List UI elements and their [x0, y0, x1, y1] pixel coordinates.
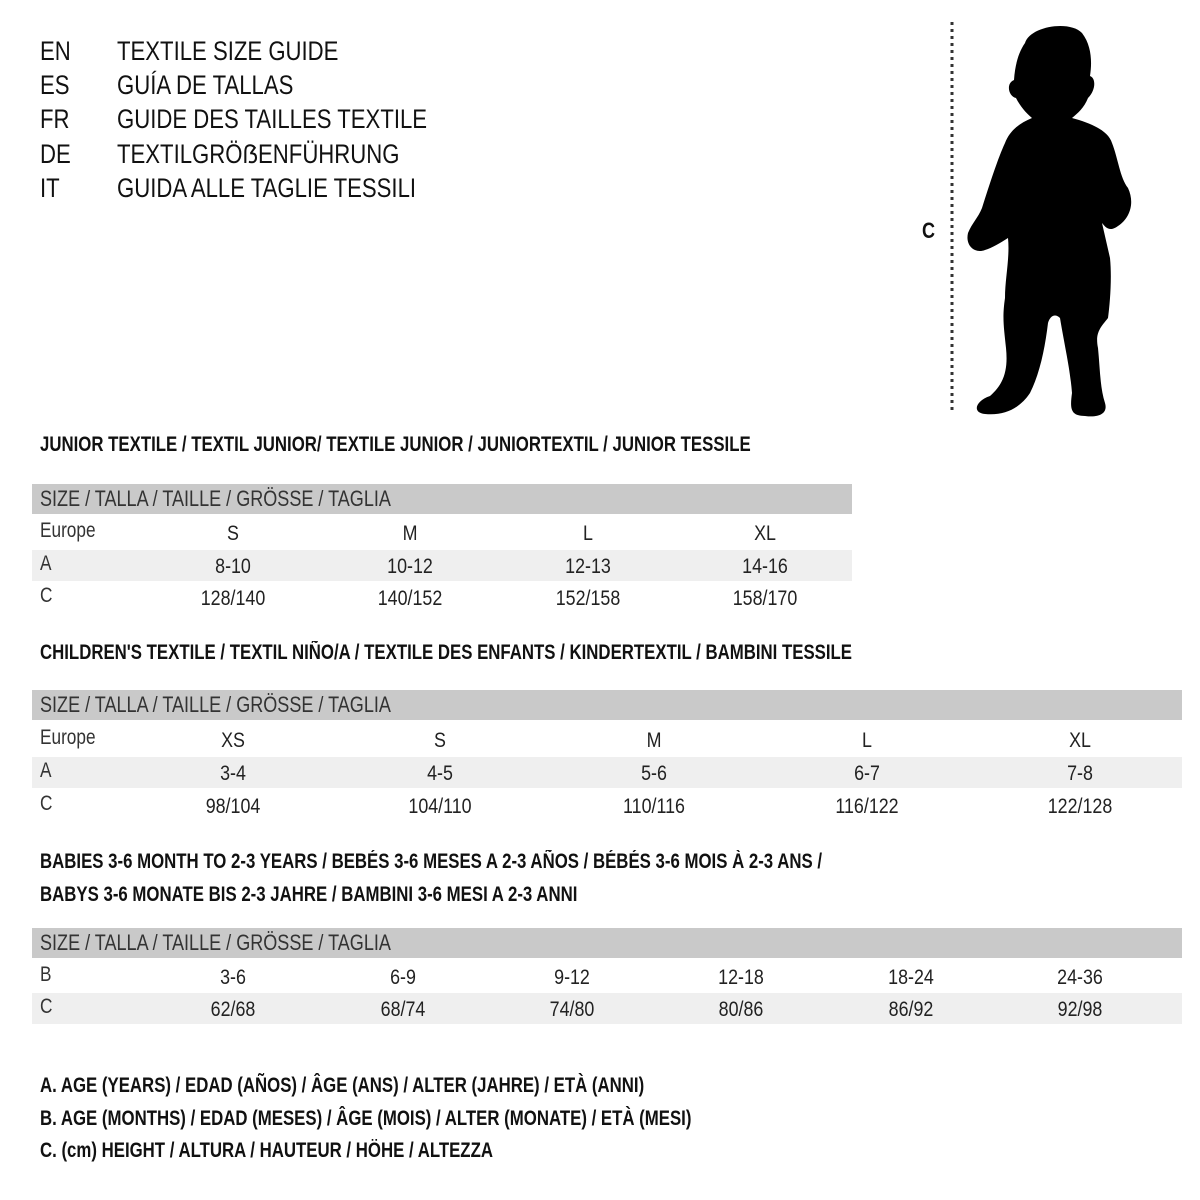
table-cell: 152/158 [555, 587, 621, 610]
table-cell: XS [221, 729, 245, 752]
lang-code: IT [40, 173, 60, 203]
lang-code: EN [40, 36, 71, 66]
table-cell: L [862, 729, 872, 752]
title-text: TEXTILGRÖẞENFÜHRUNG [117, 139, 400, 169]
table-cell: 9-12 [554, 966, 590, 989]
table-cell: 14-16 [742, 555, 788, 578]
row-shading [32, 550, 852, 581]
table-cell: 8-10 [215, 555, 251, 578]
table-cell: L [583, 522, 593, 545]
row-shading [32, 993, 1182, 1024]
table-cell: 140/152 [377, 587, 443, 610]
legend-item: A. AGE (YEARS) / EDAD (AÑOS) / ÂGE (ANS)… [40, 1074, 645, 1097]
table-cell: 3-4 [220, 762, 246, 785]
size-header-band [32, 928, 1182, 958]
size-header-band [32, 690, 1182, 720]
table-cell: S [227, 522, 239, 545]
table-cell: 86/92 [888, 998, 934, 1021]
measure-label: C [922, 218, 936, 243]
table-cell: 12-18 [718, 966, 764, 989]
row-label: Europe [40, 726, 96, 749]
table-cell: 158/170 [732, 587, 798, 610]
child-silhouette-icon [967, 25, 1132, 417]
table-cell: 98/104 [205, 795, 261, 818]
table-cell: 92/98 [1057, 998, 1103, 1021]
table-cell: 5-6 [641, 762, 667, 785]
size-header-label: SIZE / TALLA / TAILLE / GRÖSSE / TAGLIA [40, 692, 391, 717]
table-cell: 122/128 [1047, 795, 1113, 818]
table-cell: 24-36 [1057, 966, 1103, 989]
table-cell: S [434, 729, 446, 752]
row-label: C [40, 995, 53, 1018]
table-cell: 6-7 [854, 762, 880, 785]
section-title: BABIES 3-6 MONTH TO 2-3 YEARS / BEBÉS 3-… [40, 850, 823, 873]
table-cell: 68/74 [380, 998, 426, 1021]
table-cell: 3-6 [220, 966, 246, 989]
table-cell: 18-24 [888, 966, 934, 989]
title-text: GUÍA DE TALLAS [117, 70, 294, 100]
lang-code: FR [40, 104, 70, 134]
table-cell: 12-13 [565, 555, 611, 578]
table-cell: 10-12 [387, 555, 433, 578]
section-title: CHILDREN'S TEXTILE / TEXTIL NIÑO/A / TEX… [40, 641, 853, 664]
table-cell: 110/116 [623, 795, 685, 818]
table-cell: XL [1069, 729, 1091, 752]
table-cell: M [402, 522, 418, 545]
table-cell: M [646, 729, 662, 752]
title-text: TEXTILE SIZE GUIDE [117, 36, 339, 66]
size-header-band [32, 484, 852, 514]
row-label: Europe [40, 519, 96, 542]
table-cell: 6-9 [390, 966, 416, 989]
title-text: GUIDA ALLE TAGLIE TESSILI [117, 173, 417, 203]
legend-item: C. (cm) HEIGHT / ALTURA / HAUTEUR / HÖHE… [40, 1139, 493, 1162]
table-cell: 116/122 [835, 795, 899, 818]
legend-item: B. AGE (MONTHS) / EDAD (MESES) / ÂGE (MO… [40, 1107, 692, 1130]
row-label: A [40, 759, 52, 782]
row-label: C [40, 584, 53, 607]
title-text: GUIDE DES TAILLES TEXTILE [117, 104, 428, 134]
row-shading [32, 757, 1182, 788]
row-label: B [40, 963, 52, 986]
height-measure-line-icon [950, 22, 954, 414]
lang-code: DE [40, 139, 71, 169]
table-cell: 62/68 [210, 998, 256, 1021]
row-label: A [40, 552, 52, 575]
section-title: BABYS 3-6 MONATE BIS 2-3 JAHRE / BAMBINI… [40, 883, 578, 906]
lang-code: ES [40, 70, 70, 100]
table-cell: 128/140 [200, 587, 266, 610]
size-header-label: SIZE / TALLA / TAILLE / GRÖSSE / TAGLIA [40, 486, 391, 511]
size-header-label: SIZE / TALLA / TAILLE / GRÖSSE / TAGLIA [40, 930, 391, 955]
table-cell: 7-8 [1067, 762, 1093, 785]
table-cell: 80/86 [718, 998, 764, 1021]
table-cell: XL [754, 522, 776, 545]
table-cell: 104/110 [408, 795, 472, 818]
table-cell: 74/80 [549, 998, 595, 1021]
section-title: JUNIOR TEXTILE / TEXTIL JUNIOR/ TEXTILE … [40, 433, 751, 456]
row-label: C [40, 792, 53, 815]
table-cell: 4-5 [427, 762, 453, 785]
